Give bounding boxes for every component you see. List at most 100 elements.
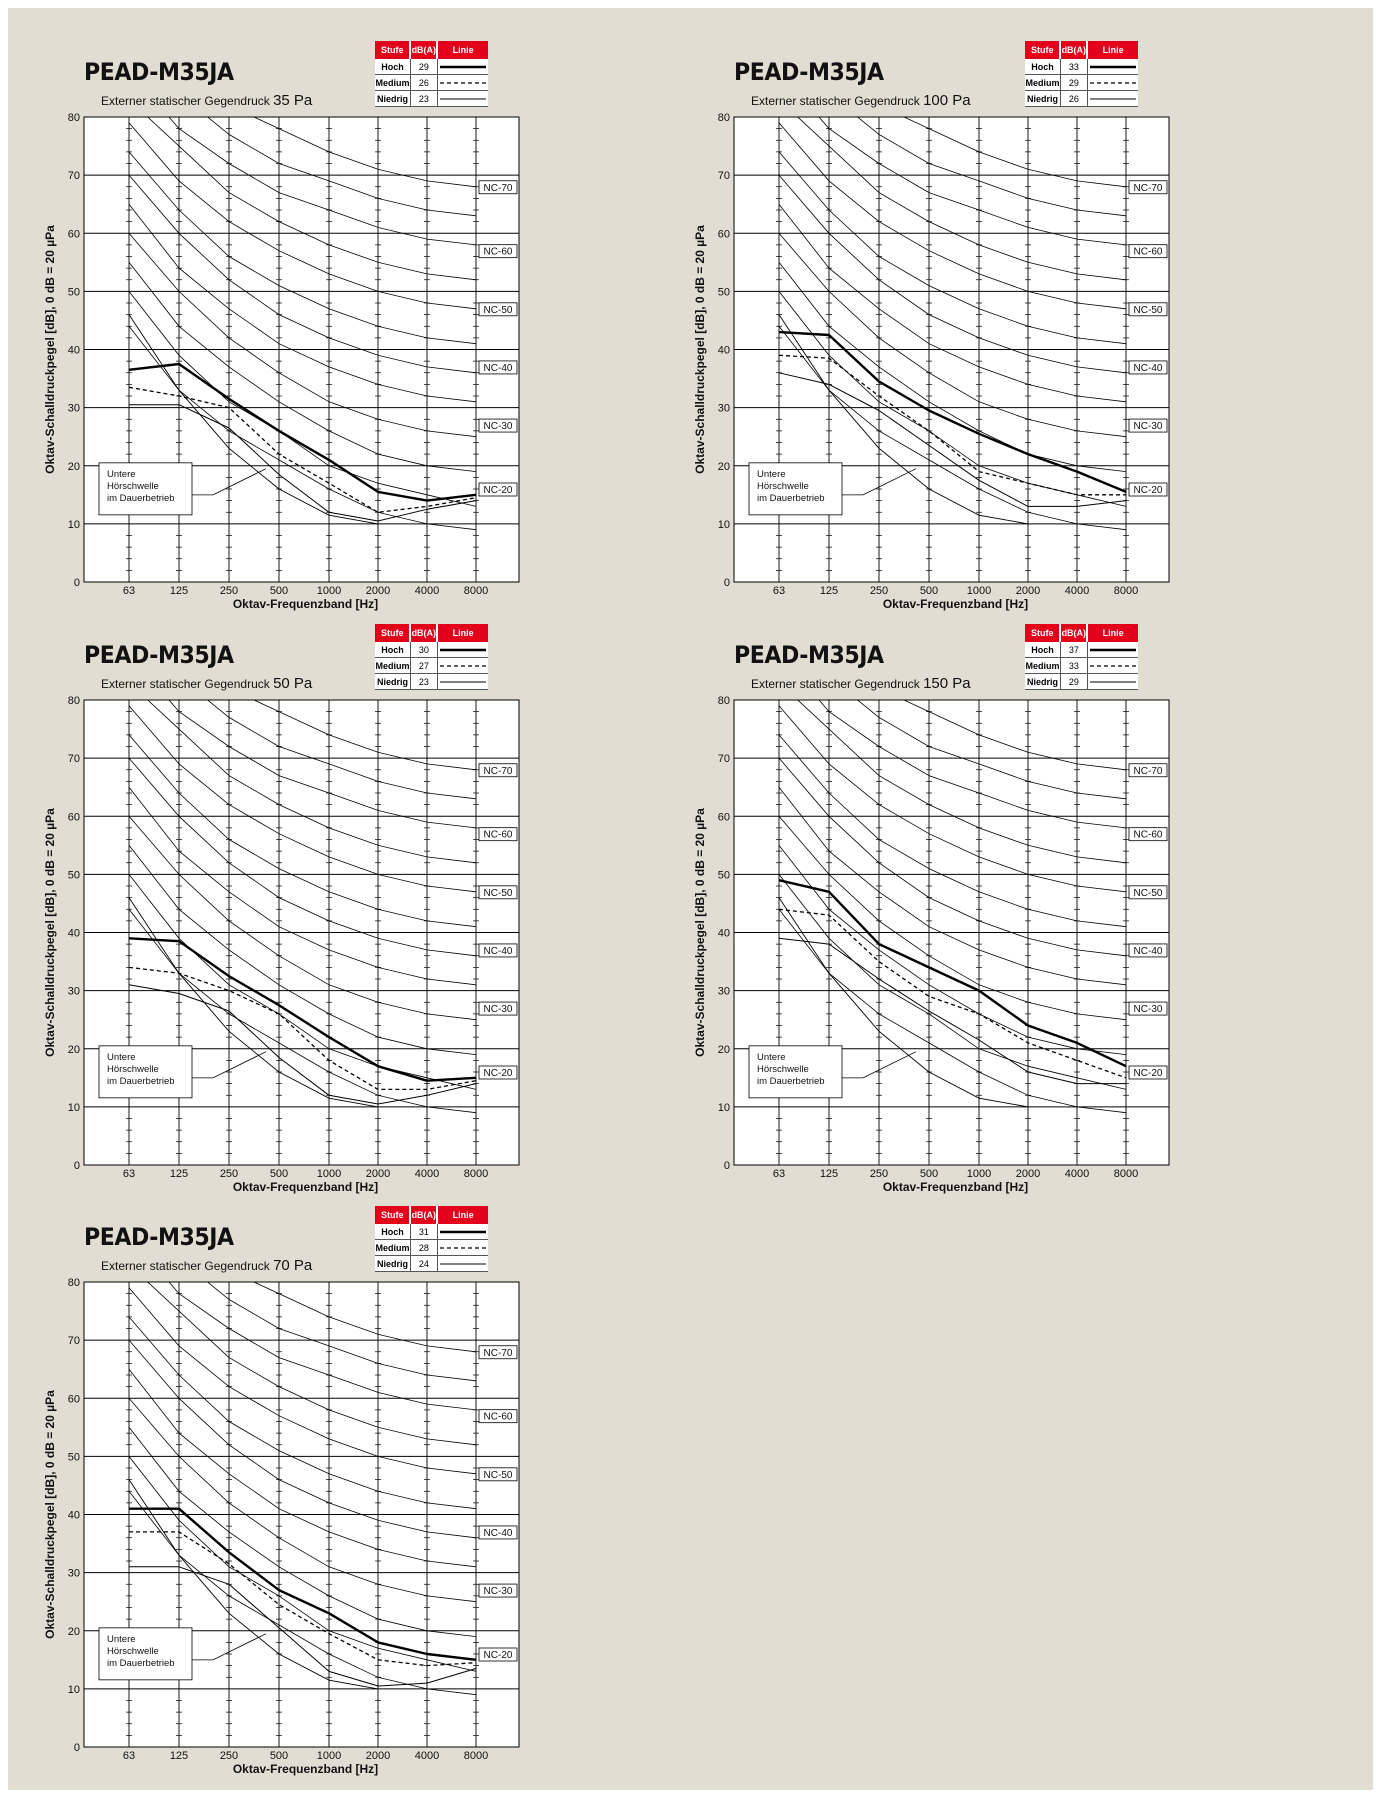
nc-label: NC-50 xyxy=(1134,888,1163,899)
y-tick-label: 60 xyxy=(718,811,730,823)
nc-label: NC-20 xyxy=(484,1068,513,1079)
legend-dba: 33 xyxy=(1060,657,1088,674)
nc-label: NC-70 xyxy=(484,183,513,194)
y-tick-label: 70 xyxy=(68,1335,80,1347)
legend-line-sample xyxy=(437,90,488,107)
legend-header: Stufe xyxy=(375,624,412,642)
x-tick-label: 1000 xyxy=(317,1168,341,1180)
series-line-medium xyxy=(778,354,1126,496)
nc-label: NC-40 xyxy=(484,946,513,957)
legend-header: dB(A) xyxy=(410,41,439,59)
series-line-hoch xyxy=(129,1507,477,1661)
subtitle-text: Externer statischer Gegendruck xyxy=(101,677,274,691)
hearing-threshold-curve xyxy=(128,897,379,1108)
nc-label-box xyxy=(478,1345,518,1360)
threshold-annotation-text: im Dauerbetrieb xyxy=(757,1076,825,1087)
x-tick-label: 125 xyxy=(820,585,838,597)
threshold-annotation-text: Hörschwelle xyxy=(107,1646,159,1657)
series-line-niedrig xyxy=(128,984,477,1105)
nc-label-box xyxy=(1128,180,1168,195)
chart-svg: 0 10 20 30 40 50 60 70 80 63 125 250 500 1000 2000 4000… xyxy=(43,112,520,611)
nc-label-box xyxy=(478,180,518,195)
series-line-hoch xyxy=(128,937,477,1082)
series-line-medium xyxy=(128,386,477,513)
minor-ticks xyxy=(375,1293,381,1736)
legend-dba: 26 xyxy=(1060,90,1088,107)
x-tick-label: 8000 xyxy=(1114,585,1138,597)
legend-line-sample xyxy=(437,657,488,674)
x-tick-label: 8000 xyxy=(464,1168,488,1180)
pressure-value: 100 Pa xyxy=(923,92,971,109)
legend-level: Hoch xyxy=(1025,59,1061,75)
nc-label-box xyxy=(478,763,518,778)
legend-level: Hoch xyxy=(1025,642,1061,658)
x-tick-label: 1000 xyxy=(967,1168,991,1180)
x-axis-title: Oktav-Frequenzband [Hz] xyxy=(233,1762,378,1776)
legend-dba: 23 xyxy=(410,673,438,690)
threshold-annotation-box xyxy=(98,1045,193,1099)
series-line-hoch xyxy=(128,362,477,502)
plot-frame xyxy=(733,116,1170,583)
chart-panel: PEAD-M35JA Externer statischer Gegendruck… xyxy=(658,8,1170,611)
legend-header: dB(A) xyxy=(1060,41,1089,59)
y-axis-title: Oktav-Schalldruckpegel [dB], 0 dB = 20 µ… xyxy=(43,808,57,1057)
legend-line-sample xyxy=(1087,90,1138,107)
legend-table: Stufe dB(A) Linie Hoch 30 Medium 27 Niedrig 23 xyxy=(375,624,488,690)
y-tick-label: 20 xyxy=(68,1044,80,1056)
legend-header: Linie xyxy=(437,624,488,642)
nc-label: NC-40 xyxy=(1134,363,1163,374)
nc-label-box xyxy=(478,1583,518,1598)
nc-label-box xyxy=(1128,943,1168,958)
y-tick-label: 50 xyxy=(718,869,730,881)
threshold-annotation-text: im Dauerbetrieb xyxy=(107,1658,175,1669)
legend-level: Hoch xyxy=(375,59,411,75)
nc-label-box xyxy=(1128,1001,1168,1016)
x-tick-label: 2000 xyxy=(366,1168,390,1180)
x-tick-label: 4000 xyxy=(415,1168,439,1180)
threshold-annotation-box xyxy=(748,1045,843,1099)
nc-label: NC-40 xyxy=(484,1528,513,1539)
nc-label: NC-50 xyxy=(484,305,513,316)
nc-label: NC-20 xyxy=(1134,485,1163,496)
x-tick-label: 250 xyxy=(220,585,238,597)
legend-header: Linie xyxy=(1087,41,1138,59)
y-tick-label: 10 xyxy=(68,1684,80,1696)
y-tick-label: 0 xyxy=(724,1160,730,1172)
nc-label-box xyxy=(1128,763,1168,778)
legend-header: Stufe xyxy=(375,41,412,59)
legend-line-sample xyxy=(437,673,488,690)
legend-dba: 28 xyxy=(410,1239,438,1256)
subtitle-text: Externer statischer Gegendruck xyxy=(101,1259,274,1273)
nc-label-box xyxy=(478,1409,518,1424)
chart-subtitle: Externer statischer Gegendruck 50 Pa xyxy=(101,675,312,692)
nc-label: NC-30 xyxy=(484,421,513,432)
y-tick-label: 20 xyxy=(718,461,730,473)
series-line-niedrig xyxy=(129,404,477,522)
minor-ticks xyxy=(375,128,381,571)
x-tick-label: 8000 xyxy=(464,1750,488,1762)
minor-ticks xyxy=(976,128,982,571)
series-line-hoch xyxy=(778,330,1127,494)
nc-reference-curves xyxy=(778,700,1127,1114)
legend-header: Stufe xyxy=(1025,624,1062,642)
x-axis-title: Oktav-Frequenzband [Hz] xyxy=(233,597,378,611)
x-tick-label: 125 xyxy=(170,1750,188,1762)
legend-line-sample xyxy=(437,74,488,91)
legend-level: Medium xyxy=(1025,657,1061,674)
threshold-annotation-text: im Dauerbetrieb xyxy=(107,493,175,504)
legend-line-sample xyxy=(437,1239,488,1256)
y-tick-label: 0 xyxy=(74,1160,80,1172)
legend-level: Niedrig xyxy=(375,90,411,107)
x-tick-label: 63 xyxy=(123,1750,135,1762)
x-tick-label: 500 xyxy=(920,1168,938,1180)
nc-label: NC-40 xyxy=(484,363,513,374)
hearing-threshold-curve xyxy=(778,897,1029,1108)
y-tick-label: 70 xyxy=(68,753,80,765)
y-tick-label: 50 xyxy=(68,1451,80,1463)
y-tick-label: 40 xyxy=(68,1510,80,1522)
y-tick-label: 60 xyxy=(68,228,80,240)
threshold-annotation-text: Untere xyxy=(107,469,136,480)
nc-label: NC-70 xyxy=(1134,766,1163,777)
y-tick-label: 80 xyxy=(68,1277,80,1289)
y-tick-label: 80 xyxy=(718,112,730,124)
